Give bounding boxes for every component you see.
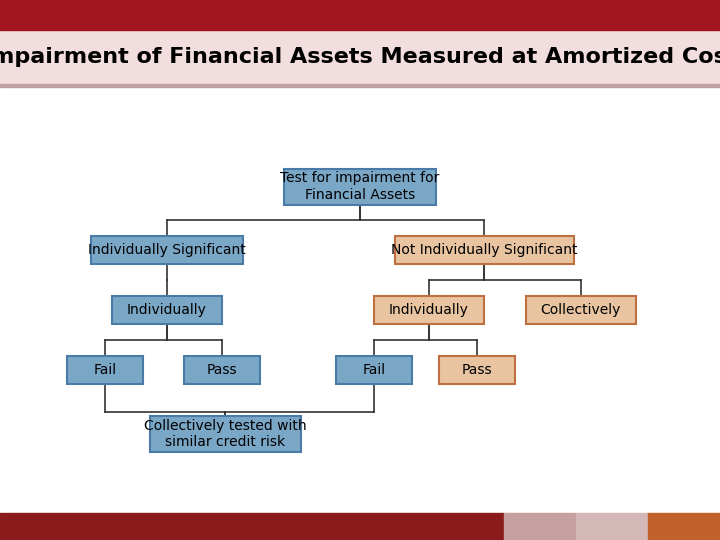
Text: Individually: Individually <box>389 303 469 318</box>
FancyBboxPatch shape <box>184 356 260 384</box>
Text: Collectively tested with
similar credit risk: Collectively tested with similar credit … <box>144 419 307 449</box>
FancyBboxPatch shape <box>526 296 636 325</box>
Text: Impairment of Financial Assets Measured at Amortized Cost: Impairment of Financial Assets Measured … <box>0 46 720 67</box>
FancyBboxPatch shape <box>374 296 485 325</box>
FancyBboxPatch shape <box>439 356 516 384</box>
FancyBboxPatch shape <box>150 416 302 452</box>
Text: Collectively: Collectively <box>541 303 621 318</box>
Text: Fail: Fail <box>362 363 385 377</box>
FancyBboxPatch shape <box>395 237 574 265</box>
Text: Pass: Pass <box>462 363 492 377</box>
Text: Test for impairment for
Financial Assets: Test for impairment for Financial Assets <box>280 171 440 201</box>
FancyBboxPatch shape <box>336 356 412 384</box>
Text: Fail: Fail <box>93 363 116 377</box>
FancyBboxPatch shape <box>67 356 143 384</box>
Text: Not Individually Significant: Not Individually Significant <box>391 244 577 258</box>
Text: Individually Significant: Individually Significant <box>88 244 246 258</box>
FancyBboxPatch shape <box>112 296 222 325</box>
FancyBboxPatch shape <box>284 168 436 205</box>
Text: Pass: Pass <box>207 363 238 377</box>
Text: Individually: Individually <box>127 303 207 318</box>
FancyBboxPatch shape <box>91 237 243 265</box>
